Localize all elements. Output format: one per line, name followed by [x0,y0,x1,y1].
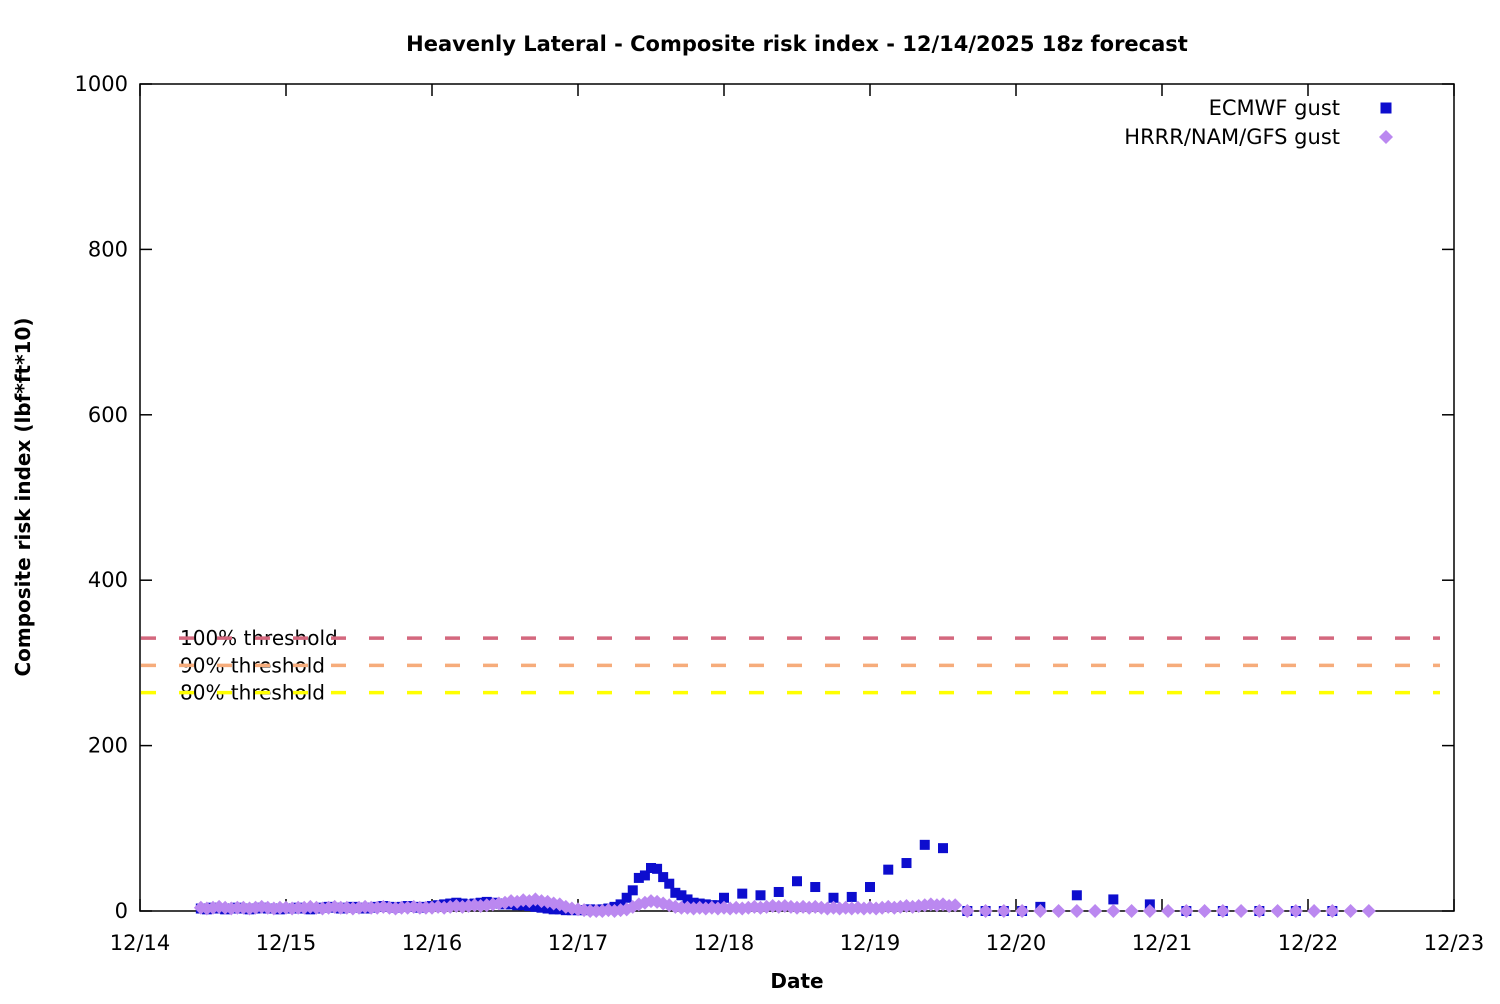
ecmwf-data-point [792,876,802,887]
hrrr-nam-gfs-data-point [1361,904,1376,918]
ecmwf-data-point [664,878,675,889]
ecmwf-data-point [682,894,693,905]
x-tick-label: 12/23 [1424,931,1485,955]
hrrr-nam-gfs-data-point [996,904,1011,918]
hrrr-diamond-marker-icon [1379,130,1393,144]
ecmwf-data-point [1108,894,1119,905]
ecmwf-data-point [810,882,821,893]
y-tick-label: 0 [115,899,128,923]
legend: ECMWF gust HRRR/NAM/GFS gust [1124,96,1393,149]
ecmwf-data-point [846,891,857,902]
ecmwf-data-point [755,890,766,901]
plot-frame [139,83,1455,912]
ecmwf-data-point [773,886,784,897]
x-tick-label: 12/21 [1132,931,1193,955]
hrrr-nam-gfs-data-point [498,895,513,910]
ecmwf-data-point [938,843,948,854]
hrrr-nam-gfs-data-point [1325,904,1340,918]
hrrr-nam-gfs-data-point [960,904,975,918]
hrrr-nam-gfs-data-point [1288,904,1303,918]
hrrr-nam-gfs-data-point [1234,904,1249,918]
ecmwf-data-point [883,864,894,875]
y-tick-label: 1000 [75,72,128,96]
ecmwf-data-point [658,872,669,883]
y-tick-label: 400 [88,568,128,592]
y-tick-label: 200 [88,734,128,758]
ecmwf-data-point [719,892,729,903]
hrrr-nam-gfs-data-point [1051,904,1066,918]
hrrr-nam-gfs-data-point [1106,904,1121,918]
hrrr-nam-gfs-data-point [1179,904,1194,918]
ecmwf-data-point [901,858,912,869]
y-axis-label: Composite risk index (lbf*ft*10) [11,317,35,676]
hrrr-nam-gfs-data-point [1270,904,1285,918]
x-tick-label: 12/19 [840,931,901,955]
ecmwf-data-point [670,887,681,898]
hrrr-nam-gfs-data-point [1215,904,1230,918]
x-tick-label: 12/20 [986,931,1047,955]
hrrr-nam-gfs-data-point [1252,904,1267,918]
y-tick-label: 800 [88,237,128,261]
chart-title: Heavenly Lateral - Composite risk index … [406,32,1188,56]
x-tick-label: 12/17 [548,931,609,955]
x-tick-label: 12/16 [402,931,463,955]
hrrr-nam-gfs-data-point [1197,904,1212,918]
hrrr-nam-gfs-data-point [1343,904,1358,918]
ecmwf-data-point [646,862,657,873]
y-tick-label: 600 [88,403,128,427]
hrrr-nam-gfs-data-point [1142,904,1157,918]
ecmwf-data-point [652,863,663,874]
ecmwf-data-point [621,892,632,903]
legend-label-hrrr-nam-gfs: HRRR/NAM/GFS gust [1124,125,1340,149]
ecmwf-data-point [639,870,650,881]
ecmwf-data-point [627,885,638,896]
ecmwf-square-marker-icon [1380,102,1392,114]
ecmwf-data-point [828,892,839,903]
ecmwf-data-point [676,890,687,901]
ecmwf-data-point [737,888,748,899]
hrrr-nam-gfs-data-point [1033,904,1048,918]
hrrr-nam-gfs-data-point [1161,904,1176,918]
legend-label-ecmwf: ECMWF gust [1209,96,1340,120]
hrrr-nam-gfs-data-point [1088,904,1103,918]
hrrr-nam-gfs-data-point [948,898,963,913]
hrrr-nam-gfs-data-point [1307,904,1322,918]
hrrr-nam-gfs-data-point [978,904,993,918]
ecmwf-data-point [865,882,875,893]
ecmwf-data-point [633,872,644,883]
hrrr-nam-gfs-data-point [1124,904,1139,918]
ecmwf-data-point [530,901,541,912]
x-tick-label: 12/22 [1278,931,1339,955]
x-tick-label: 12/15 [256,931,317,955]
hrrr-nam-gfs-data-point [1015,904,1030,918]
ecmwf-data-point [1071,890,1082,901]
x-tick-label: 12/18 [694,931,755,955]
hrrr-nam-gfs-data-point [1069,904,1084,918]
x-axis-label: Date [770,969,823,993]
ecmwf-data-point [919,839,930,850]
x-tick-label: 12/14 [110,931,171,955]
